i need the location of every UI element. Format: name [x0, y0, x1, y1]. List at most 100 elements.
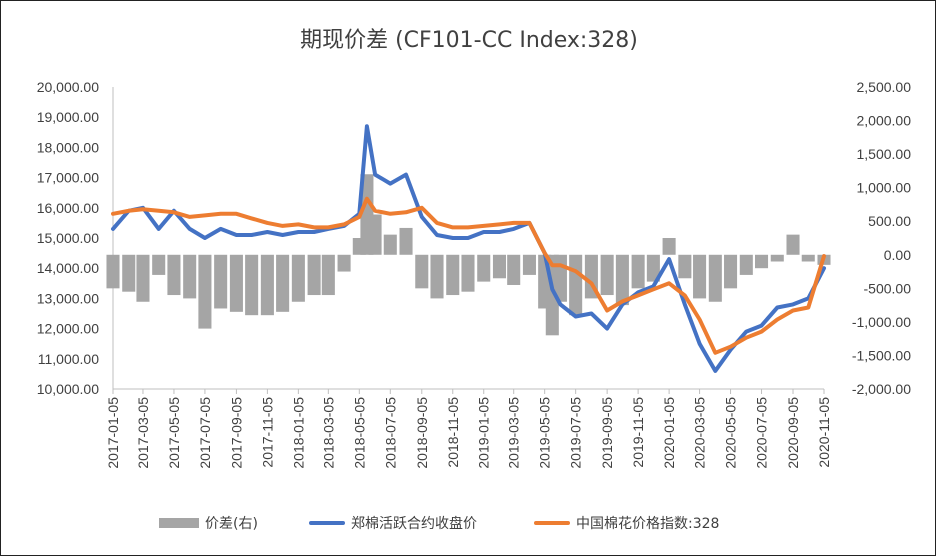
x-tick-label: 2018-03-05 — [320, 397, 336, 469]
x-tick-label: 2017-03-05 — [135, 397, 151, 469]
spread-bar — [245, 254, 259, 316]
spread-bar — [368, 214, 382, 255]
series-line — [111, 124, 826, 373]
y-left-tick-label: 10,000.00 — [37, 381, 99, 397]
x-tick-label: 2019-11-05 — [630, 397, 646, 468]
spread-bar — [461, 254, 475, 292]
spread-bar — [307, 254, 321, 296]
spread-bar — [136, 254, 150, 302]
spread-bar — [755, 254, 769, 269]
spread-bar — [600, 254, 614, 296]
legend-item: 中国棉花价格指数:328 — [534, 515, 719, 532]
spread-bar — [260, 254, 274, 316]
y-left-tick-label: 13,000.00 — [37, 290, 99, 306]
spread-bar — [183, 254, 197, 299]
x-tick-label: 2020-11-05 — [816, 397, 832, 468]
x-tick-label: 2018-07-05 — [382, 397, 398, 469]
spread-bar — [106, 254, 120, 289]
y-left-tick-label: 20,000.00 — [37, 79, 99, 95]
x-tick-label: 2019-03-05 — [506, 397, 522, 469]
spread-bar — [477, 254, 491, 282]
y-left-tick-label: 11,000.00 — [38, 351, 99, 367]
chart-title: 期现价差 (CF101-CC Index:328) — [300, 28, 638, 53]
x-tick-label: 2020-01-05 — [661, 397, 677, 469]
spread-bar — [291, 254, 305, 302]
spread-bar — [786, 234, 800, 255]
spread-bar — [399, 227, 413, 255]
x-tick-label: 2017-11-05 — [259, 397, 275, 468]
x-tick-label: 2019-09-05 — [599, 397, 615, 469]
y-left-tick-label: 18,000.00 — [37, 139, 99, 155]
series-line — [111, 196, 826, 355]
y-left-tick-label: 17,000.00 — [37, 170, 99, 186]
spread-bar — [662, 238, 676, 255]
x-tick-label: 2018-01-05 — [290, 397, 306, 469]
y-right-tick-label: 1,000.00 — [857, 180, 912, 196]
legend-swatch — [159, 518, 199, 528]
spread-bar — [507, 254, 521, 285]
series-bar — [106, 174, 831, 336]
y-right-tick-label: 1,500.00 — [857, 146, 912, 162]
spread-bar — [770, 254, 784, 262]
spread-bar — [337, 254, 351, 272]
x-tick-label: 2019-05-05 — [537, 397, 553, 469]
spread-bar — [430, 254, 444, 299]
y-left-tick-label: 14,000.00 — [37, 260, 99, 276]
x-tick-label: 2018-05-05 — [351, 397, 367, 469]
y-right-tick-label: 0.00 — [884, 247, 911, 263]
x-tick-label: 2018-11-05 — [445, 397, 461, 468]
y-left-tick-label: 12,000.00 — [37, 321, 99, 337]
spread-bar — [152, 254, 166, 275]
series-line — [111, 124, 826, 373]
legend-item: 郑棉活跃合约收盘价 — [309, 515, 477, 532]
y-left-tick-label: 15,000.00 — [37, 230, 99, 246]
x-tick-label: 2017-05-05 — [166, 397, 182, 469]
plot-area: 10,000.00 11,000.00 12,000.00 13,000.00 14,0… — [37, 79, 912, 469]
spread-bar — [522, 254, 536, 275]
spread-bar — [801, 254, 815, 262]
spread-bar — [214, 254, 228, 309]
spread-bar — [646, 254, 660, 282]
spread-bar — [693, 254, 707, 299]
x-tick-label: 2017-09-05 — [228, 397, 244, 469]
spread-bar — [122, 254, 136, 292]
spread-bar — [229, 254, 243, 312]
y-right-tick-label: 2,500.00 — [857, 79, 912, 95]
spread-bar — [383, 234, 397, 255]
x-tick-label: 2020-03-05 — [692, 397, 708, 469]
x-tick-label: 2020-09-05 — [785, 397, 801, 469]
spread-bar — [708, 254, 722, 302]
y-right-tick-label: -1,000.00 — [852, 314, 911, 330]
x-tick-label: 2020-05-05 — [723, 397, 739, 469]
x-tick-label: 2020-07-05 — [754, 397, 770, 469]
spread-bar — [569, 254, 583, 316]
legend-label: 价差(右) — [205, 516, 258, 532]
spread-bar — [167, 254, 181, 296]
y-right-tick-label: 500.00 — [868, 213, 911, 229]
x-tick-label: 2019-07-05 — [568, 397, 584, 469]
spread-bar — [321, 254, 335, 296]
x-tick-label: 2017-01-05 — [105, 397, 121, 469]
spread-bar — [678, 254, 692, 279]
x-tick-label: 2019-01-05 — [476, 397, 492, 469]
legend-label: 郑棉活跃合约收盘价 — [351, 515, 477, 532]
y-left-tick-label: 16,000.00 — [37, 200, 99, 216]
x-tick-label: 2018-09-05 — [414, 397, 430, 469]
spread-bar — [724, 254, 738, 289]
spread-bar — [615, 254, 629, 306]
legend: 价差(右) 郑棉活跃合约收盘价 中国棉花价格指数:328 — [159, 515, 719, 532]
spread-bar — [631, 254, 645, 289]
x-tick-label: 2017-07-05 — [197, 397, 213, 469]
y-left-tick-label: 19,000.00 — [37, 109, 99, 125]
spread-bar — [415, 254, 429, 289]
spread-bar — [739, 254, 753, 275]
legend-item: 价差(右) — [159, 516, 258, 532]
series-line — [111, 196, 826, 355]
spread-bar — [198, 254, 212, 329]
y-right-tick-label: -1,500.00 — [852, 347, 911, 363]
spread-bar — [446, 254, 460, 296]
y-right-tick-label: -500.00 — [864, 280, 912, 296]
y-right-tick-label: 2,000.00 — [857, 113, 912, 129]
